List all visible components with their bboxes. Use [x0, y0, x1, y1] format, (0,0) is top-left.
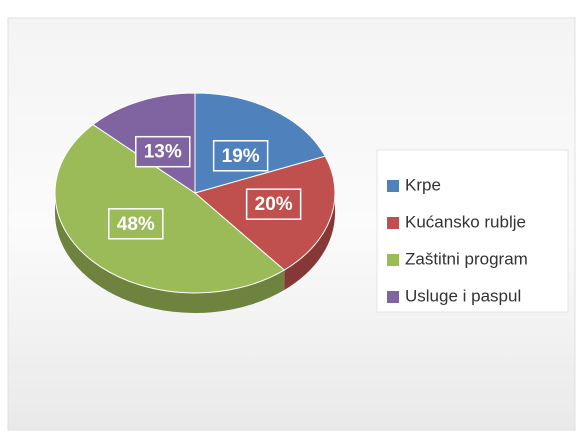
slice-side	[284, 193, 335, 291]
data-label: 13%	[144, 142, 182, 163]
legend-swatch	[387, 291, 399, 303]
legend-swatch	[387, 217, 399, 229]
legend-swatch	[387, 180, 399, 192]
data-label: 20%	[255, 194, 293, 215]
data-label-box	[135, 135, 191, 168]
legend-box	[376, 149, 569, 313]
pie-slice	[54, 123, 286, 294]
legend-swatch	[387, 254, 399, 266]
legend-label: Zaštitni program	[405, 249, 528, 268]
legend-label: Kućansko rublje	[405, 212, 526, 231]
legend-label: Krpe	[405, 175, 441, 194]
slice-side	[54, 193, 285, 313]
data-label-box	[108, 208, 164, 240]
data-label: 48%	[117, 214, 155, 235]
data-label-box	[212, 140, 269, 172]
legend-label: Usluge i paspul	[405, 286, 521, 305]
data-label-box	[245, 188, 302, 220]
data-label: 19%	[222, 146, 260, 167]
